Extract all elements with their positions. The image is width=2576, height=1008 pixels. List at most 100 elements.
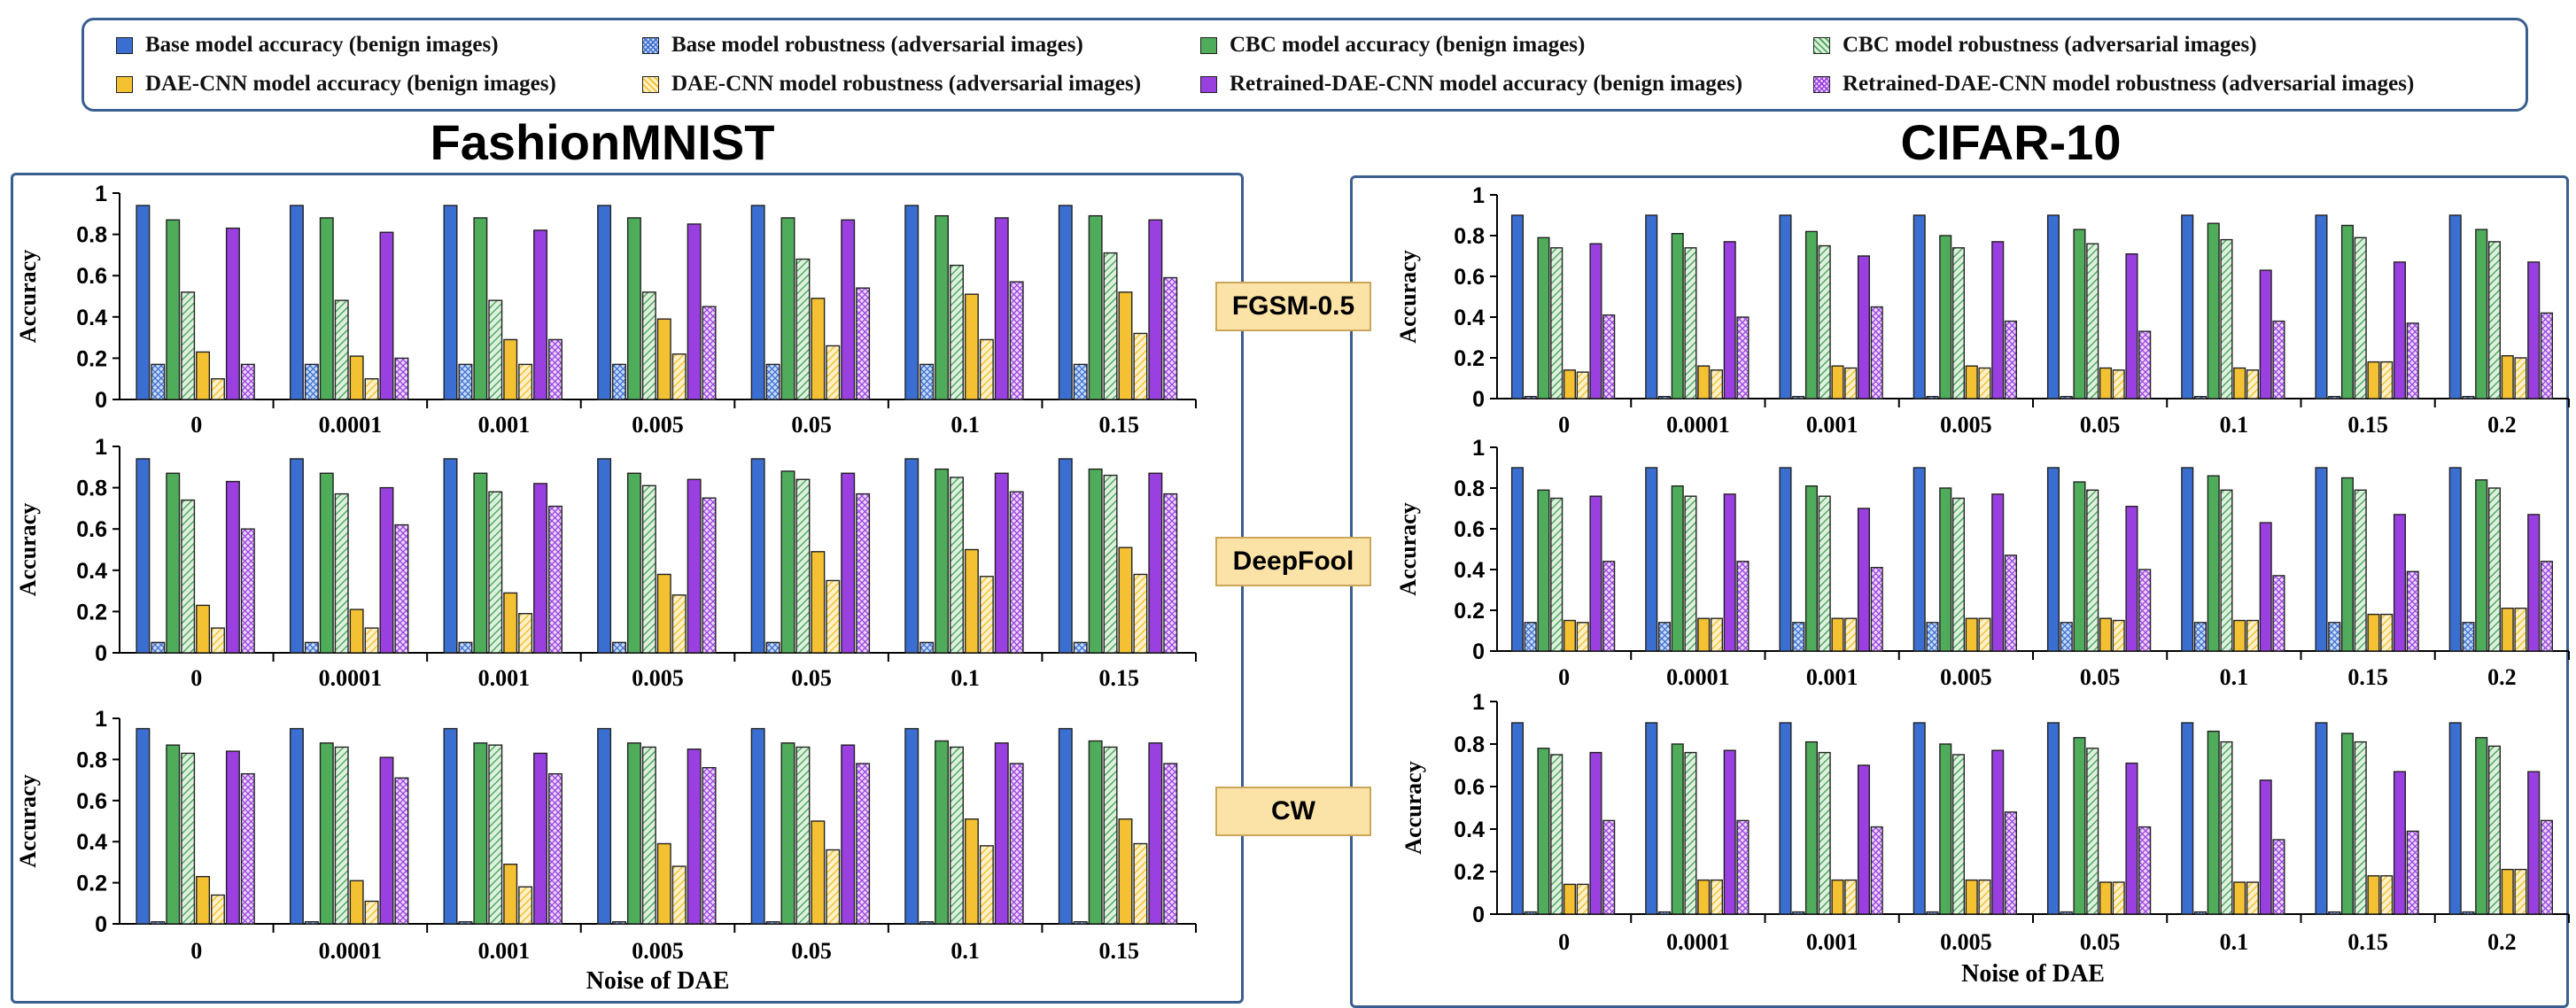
x-tick-label: 0.001 — [478, 412, 531, 438]
bar-dae-acc — [2501, 868, 2514, 915]
bar-cbc-acc — [1804, 740, 1819, 915]
bar-ret-acc — [533, 752, 548, 925]
attack-label-fgsm: FGSM-0.5 — [1215, 282, 1371, 331]
y-tick-label: 0.6 — [76, 517, 107, 542]
y-tick-label: 1 — [95, 435, 107, 460]
bar-ret-rob — [240, 363, 255, 400]
bar-ret-acc — [1857, 508, 1871, 652]
x-tick-label: 0.1 — [2220, 929, 2249, 955]
legend-item-dae-robustness: DAE-CNN model robustness (adversarial im… — [642, 66, 1141, 102]
bar-cbc-rob — [1684, 751, 1697, 915]
bar-ret-acc — [1723, 749, 1736, 915]
bar-ret-acc — [1589, 751, 1602, 915]
bar-base-acc — [2448, 467, 2462, 652]
bar-cbc-rob — [1818, 244, 1831, 399]
bar-base-acc — [597, 205, 612, 400]
bar-cbc-rob — [2086, 243, 2099, 399]
bar-ret-rob — [394, 357, 409, 400]
bar-base-acc — [1913, 214, 1926, 399]
bar-ret-rob — [1602, 819, 1616, 915]
x-tick-label: 0.005 — [632, 665, 684, 691]
bar-cbc-rob — [641, 746, 656, 925]
x-tick-label: 0 — [190, 412, 202, 438]
bar-base-rob — [2462, 911, 2475, 915]
bar-ret-rob — [240, 528, 255, 654]
bar-base-rob — [151, 363, 166, 400]
bar-dae-acc — [2099, 367, 2113, 399]
bar-base-rob — [1792, 622, 1805, 652]
bar-dae-acc — [1831, 617, 1844, 652]
y-tick-label: 0 — [1472, 640, 1485, 664]
bar-ret-rob — [1870, 306, 1883, 399]
x-tick-label: 0.05 — [791, 938, 832, 964]
bar-dae-rob — [2514, 608, 2527, 652]
bar-cbc-acc — [1537, 489, 1550, 652]
bar-cbc-acc — [1804, 230, 1819, 399]
bar-base-acc — [1645, 722, 1658, 915]
bar-base-rob — [458, 920, 473, 925]
x-tick-label: 0 — [190, 665, 202, 691]
bar-dae-acc — [2367, 613, 2380, 652]
bar-ret-acc — [2527, 261, 2541, 399]
bar-ret-acc — [2259, 522, 2272, 652]
bar-cbc-acc — [1671, 485, 1684, 652]
x-tick-label: 0.0001 — [1666, 664, 1730, 690]
bar-dae-rob — [1710, 617, 1723, 652]
bar-ret-acc — [994, 472, 1009, 654]
bar-ret-acc — [1857, 764, 1871, 915]
x-tick-label: 0.0001 — [319, 412, 383, 438]
legend-swatch-cbc-accuracy — [1200, 36, 1217, 54]
bar-cbc-rob — [181, 291, 196, 400]
y-tick-label: 0.4 — [1454, 558, 1485, 583]
x-axis-label: Noise of DAE — [1961, 960, 2105, 988]
y-tick-label: 0.8 — [1454, 224, 1485, 249]
bar-base-rob — [1657, 396, 1672, 399]
bar-dae-acc — [2367, 875, 2380, 915]
bar-dae-rob — [1978, 367, 1991, 399]
legend-item-cbc-accuracy: CBC model accuracy (benign images) — [1200, 27, 1585, 63]
bar-base-rob — [919, 363, 935, 400]
bar-base-acc — [443, 727, 458, 925]
bar-ret-acc — [225, 750, 240, 925]
x-tick-label: 0.1 — [2220, 664, 2249, 690]
y-tick-label: 1 — [1472, 436, 1485, 461]
attack-label-cw: CW — [1215, 787, 1371, 836]
bar-dae-acc — [349, 609, 364, 654]
bar-cbc-acc — [319, 472, 334, 654]
bar-cbc-rob — [1103, 252, 1118, 400]
bar-cbc-acc — [935, 214, 950, 400]
x-tick-label: 0.005 — [1940, 664, 1992, 690]
bar-cbc-rob — [2354, 740, 2367, 915]
bar-dae-acc — [656, 573, 671, 654]
bar-cbc-rob — [488, 744, 503, 925]
bar-dae-rob — [211, 894, 225, 925]
bar-cbc-acc — [166, 219, 181, 400]
bar-cbc-rob — [795, 258, 811, 400]
y-tick-label: 0.6 — [76, 264, 107, 289]
y-tick-label: 1 — [95, 182, 107, 206]
bar-dae-rob — [211, 627, 225, 654]
bar-ret-rob — [1602, 561, 1616, 652]
bar-cbc-rob — [795, 478, 811, 654]
y-tick-label: 0 — [95, 641, 107, 666]
bar-cbc-acc — [1537, 748, 1550, 915]
bar-cbc-rob — [334, 492, 349, 654]
bar-base-acc — [1510, 722, 1525, 915]
bar-cbc-acc — [2207, 222, 2220, 399]
bar-base-rob — [1073, 920, 1088, 925]
bar-dae-acc — [1563, 619, 1577, 652]
bar-cbc-rob — [488, 299, 503, 400]
x-tick-label: 0.05 — [791, 412, 832, 438]
bar-base-acc — [443, 205, 458, 400]
bar-dae-acc — [196, 875, 211, 925]
legend-item-base-accuracy: Base model accuracy (benign images) — [116, 27, 499, 63]
bar-base-acc — [1058, 727, 1073, 925]
y-tick-label: 0.2 — [76, 600, 107, 624]
y-tick-label: 0.8 — [76, 477, 107, 501]
bar-dae-rob — [2112, 619, 2125, 652]
legend-swatch-dae-accuracy — [116, 75, 133, 93]
bar-ret-rob — [1736, 561, 1750, 652]
legend-label-base-robustness: Base model robustness (adversarial image… — [671, 33, 1083, 57]
bar-dae-rob — [2246, 881, 2260, 915]
bar-ret-rob — [2540, 312, 2554, 399]
